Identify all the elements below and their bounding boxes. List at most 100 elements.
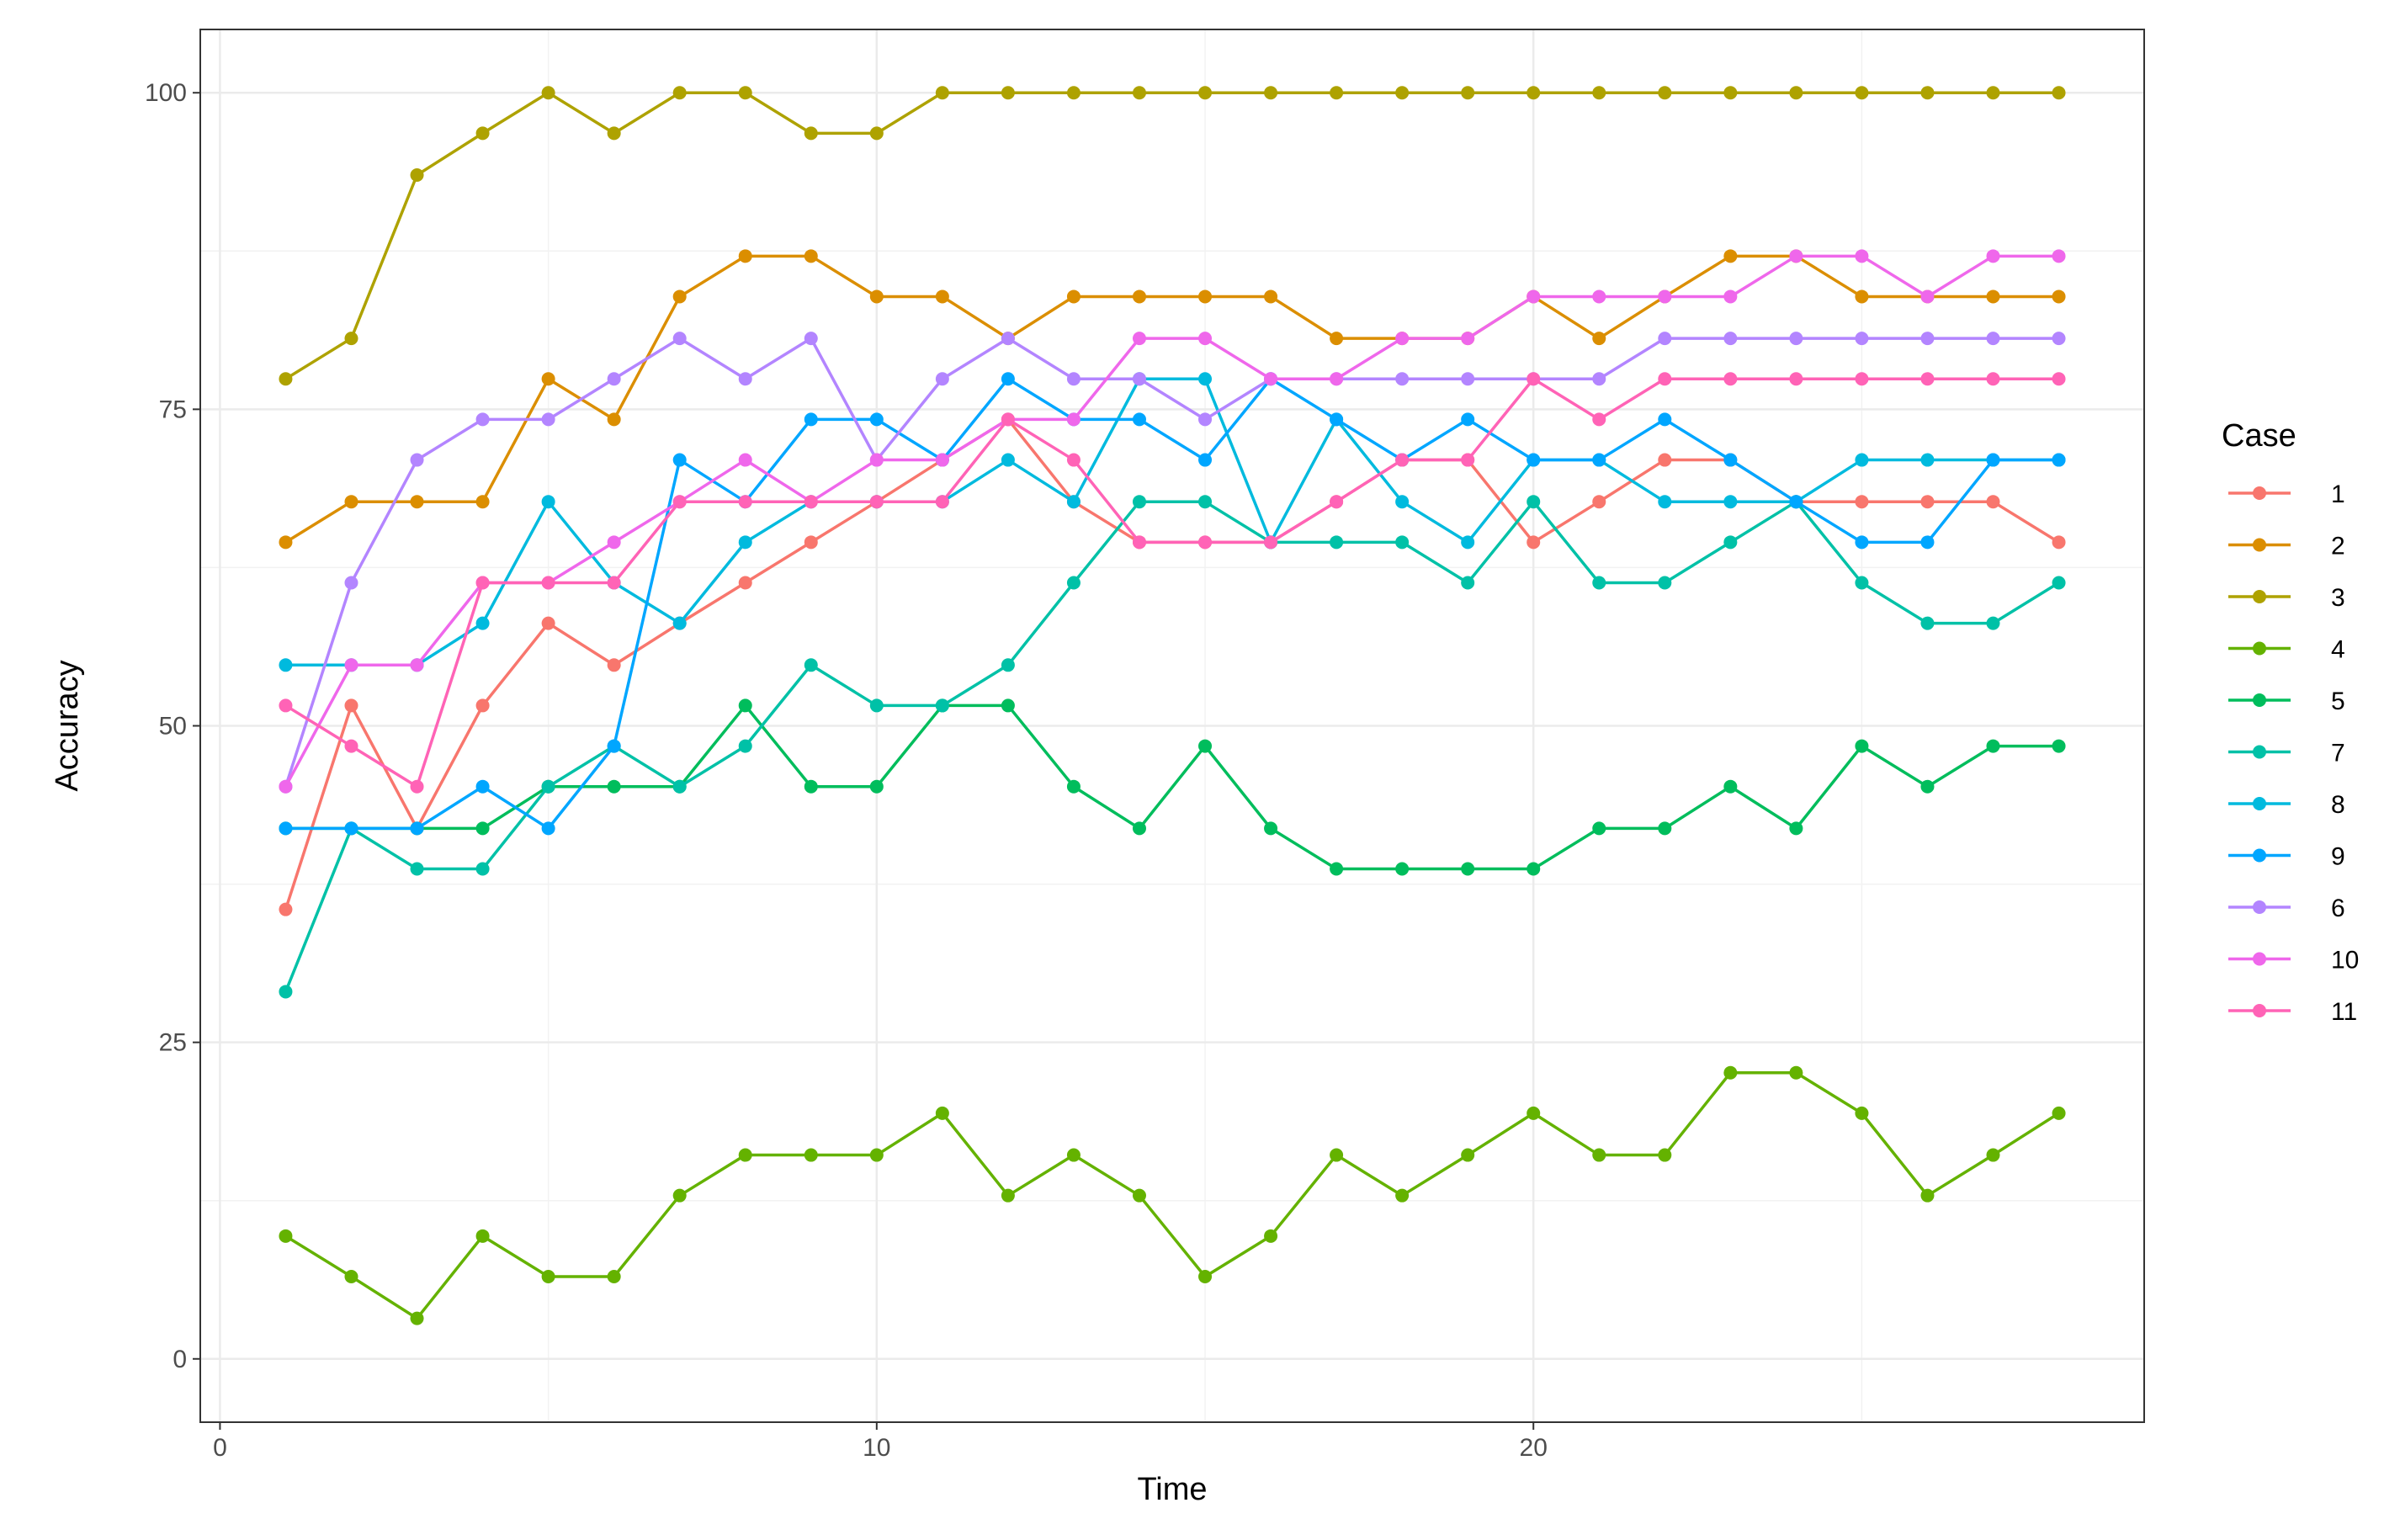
data-point <box>672 289 687 304</box>
data-point <box>1789 249 1803 263</box>
data-point <box>804 1148 818 1162</box>
legend-label: 9 <box>2331 843 2345 871</box>
data-point <box>1527 86 1541 100</box>
data-point <box>607 535 621 550</box>
data-point <box>279 372 293 386</box>
data-point <box>1920 616 1935 630</box>
data-point <box>1723 372 1738 386</box>
data-point <box>1658 1148 1672 1162</box>
legend-key-point <box>2253 952 2266 966</box>
data-point <box>475 126 490 141</box>
data-point <box>1855 332 1869 346</box>
legend-item-case-3: 3 <box>2228 584 2345 612</box>
data-point <box>2052 739 2066 753</box>
data-point <box>475 862 490 876</box>
data-point <box>1723 1065 1738 1080</box>
data-point <box>1395 495 1410 509</box>
data-point <box>541 821 555 836</box>
y-tick-label: 100 <box>145 79 187 107</box>
data-point <box>344 576 358 590</box>
legend-label: 8 <box>2331 791 2345 819</box>
data-point <box>1461 1148 1475 1162</box>
legend-item-case-10: 10 <box>2228 947 2359 974</box>
data-point <box>1986 616 2000 630</box>
data-point <box>869 1148 884 1162</box>
data-point <box>804 779 818 794</box>
data-point <box>804 126 818 141</box>
data-point <box>2052 576 2066 590</box>
data-point <box>1592 332 1606 346</box>
data-point <box>1723 453 1738 467</box>
data-point <box>1264 372 1278 386</box>
data-point <box>410 862 424 876</box>
data-point <box>672 453 687 467</box>
series-line-case-7 <box>284 500 2060 993</box>
data-point <box>1920 779 1935 794</box>
data-point <box>1855 289 1869 304</box>
data-point <box>1132 1188 1146 1203</box>
data-point <box>1658 453 1672 467</box>
data-point <box>1066 289 1081 304</box>
data-point <box>2052 289 2066 304</box>
data-point <box>1395 372 1410 386</box>
axis-tick-labels: 0 10 20 0 25 50 75 100 <box>145 79 1548 1462</box>
data-point <box>1855 576 1869 590</box>
data-point <box>607 372 621 386</box>
axis-ticks <box>193 92 1535 1430</box>
data-point <box>1330 495 1344 509</box>
legend-item-case-4: 4 <box>2228 636 2345 664</box>
data-point <box>1855 249 1869 263</box>
data-point <box>1330 862 1344 876</box>
data-point <box>804 332 818 346</box>
data-point <box>869 126 884 141</box>
data-point <box>1986 249 2000 263</box>
data-point <box>738 249 752 263</box>
data-point <box>1789 372 1803 386</box>
data-point <box>672 616 687 630</box>
data-point <box>1132 412 1146 427</box>
data-point <box>475 576 490 590</box>
data-point <box>1461 453 1475 467</box>
data-point <box>1395 535 1410 550</box>
data-point <box>1789 1065 1803 1080</box>
series-case-4 <box>279 1065 2066 1325</box>
data-point <box>2052 453 2066 467</box>
data-point <box>1461 332 1475 346</box>
data-point <box>869 412 884 427</box>
x-axis-title: Time <box>1137 1472 1207 1507</box>
data-point <box>1066 453 1081 467</box>
data-point <box>935 495 949 509</box>
data-point <box>1920 372 1935 386</box>
legend-key-point <box>2253 590 2266 603</box>
data-point <box>1723 535 1738 550</box>
data-point <box>607 739 621 753</box>
data-point <box>738 1148 752 1162</box>
data-point <box>1920 289 1935 304</box>
series-line-case-3 <box>284 91 2059 380</box>
data-point <box>1986 1148 2000 1162</box>
data-point <box>541 372 555 386</box>
data-point <box>1198 1269 1213 1283</box>
data-point <box>935 289 949 304</box>
data-point <box>1592 412 1606 427</box>
legend-label: 6 <box>2331 895 2345 922</box>
data-point <box>1001 1188 1015 1203</box>
data-point <box>1066 495 1081 509</box>
data-point <box>279 658 293 672</box>
data-point <box>279 821 293 836</box>
legend-label: 4 <box>2331 636 2345 664</box>
data-point <box>672 779 687 794</box>
data-point <box>738 535 752 550</box>
data-point <box>1132 495 1146 509</box>
data-point <box>738 576 752 590</box>
series-layer <box>279 86 2066 1325</box>
data-point <box>1198 412 1213 427</box>
data-point <box>344 739 358 753</box>
data-point <box>1066 576 1081 590</box>
data-point <box>1066 412 1081 427</box>
data-point <box>1789 821 1803 836</box>
series-line-case-11 <box>284 377 2059 789</box>
data-point <box>1001 658 1015 672</box>
data-point <box>672 1188 687 1203</box>
data-point <box>738 739 752 753</box>
